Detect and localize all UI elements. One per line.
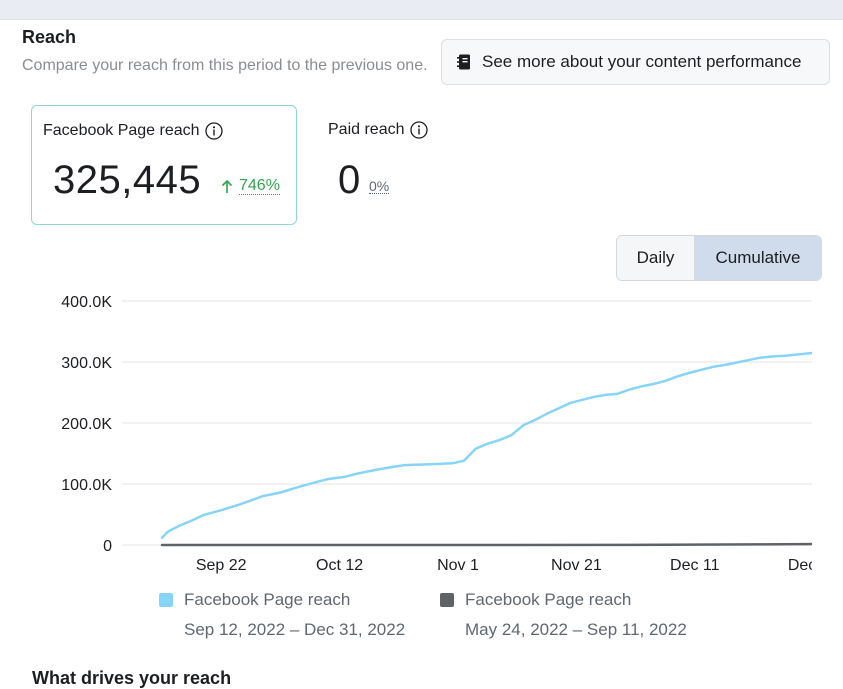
top-band (0, 0, 843, 20)
view-toggle: Daily Cumulative (616, 235, 822, 281)
legend-range-previous: May 24, 2022 – Sep 11, 2022 (465, 620, 687, 639)
section-title: Reach (22, 27, 77, 47)
y-tick-label: 0 (103, 538, 112, 555)
y-tick-label: 200.0K (61, 416, 112, 433)
x-tick-label: Oct 12 (316, 557, 363, 574)
paid-reach-label: Paid reach (328, 121, 405, 138)
y-tick-label: 400.0K (61, 294, 112, 311)
x-tick-label: Dec 11 (670, 557, 720, 574)
page-reach-title: Facebook Page reach (43, 122, 223, 140)
legend-range-current: Sep 12, 2022 – Dec 31, 2022 (184, 620, 406, 639)
x-tick-label: Nov 1 (437, 557, 479, 574)
info-circle-icon[interactable] (204, 122, 223, 140)
page-reach-change-pct[interactable]: 746% (239, 177, 280, 195)
section-subtitle: Compare your reach from this period to t… (22, 57, 428, 74)
cumulative-toggle-button[interactable]: Cumulative (695, 236, 821, 280)
series-line-current (160, 349, 843, 539)
info-circle-icon[interactable] (409, 121, 428, 139)
paid-reach-change-pct[interactable]: 0% (369, 178, 390, 194)
legend-current-period[interactable]: Facebook Page reach Sep 12, 2022 – Dec 3… (159, 590, 405, 640)
page-reach-value: 325,445 (53, 158, 202, 202)
page-reach-change: 746% (221, 178, 280, 195)
page-reach-card[interactable]: Facebook Page reach 325,445 746% (31, 105, 297, 225)
legend-name-current: Facebook Page reach (184, 590, 351, 609)
notebook-icon (457, 54, 470, 70)
content-performance-button[interactable]: See more about your content performance (441, 39, 830, 85)
legend-swatch-previous (440, 593, 454, 607)
paid-reach-value: 0 (338, 158, 361, 202)
y-tick-label: 100.0K (61, 477, 112, 494)
legend-swatch-current (159, 593, 173, 607)
paid-reach-title: Paid reach (328, 121, 428, 139)
arrow-up-icon (221, 179, 233, 193)
daily-toggle-button[interactable]: Daily (617, 236, 695, 280)
x-tick-label: Sep 22 (196, 557, 247, 574)
page-reach-label: Facebook Page reach (43, 122, 200, 139)
x-tick-label: Nov 21 (551, 557, 602, 574)
series-line-previous (160, 538, 843, 547)
legend-previous-period[interactable]: Facebook Page reach May 24, 2022 – Sep 1… (440, 590, 687, 640)
legend-name-previous: Facebook Page reach (465, 590, 632, 609)
plot-right-mask (812, 285, 843, 585)
content-performance-label: See more about your content performance (482, 52, 802, 71)
y-tick-label: 300.0K (61, 355, 112, 372)
reach-line-chart: 400.0K 300.0K 200.0K 100.0K 0 Sep 22 Oct 12 Nov… (61, 285, 843, 585)
